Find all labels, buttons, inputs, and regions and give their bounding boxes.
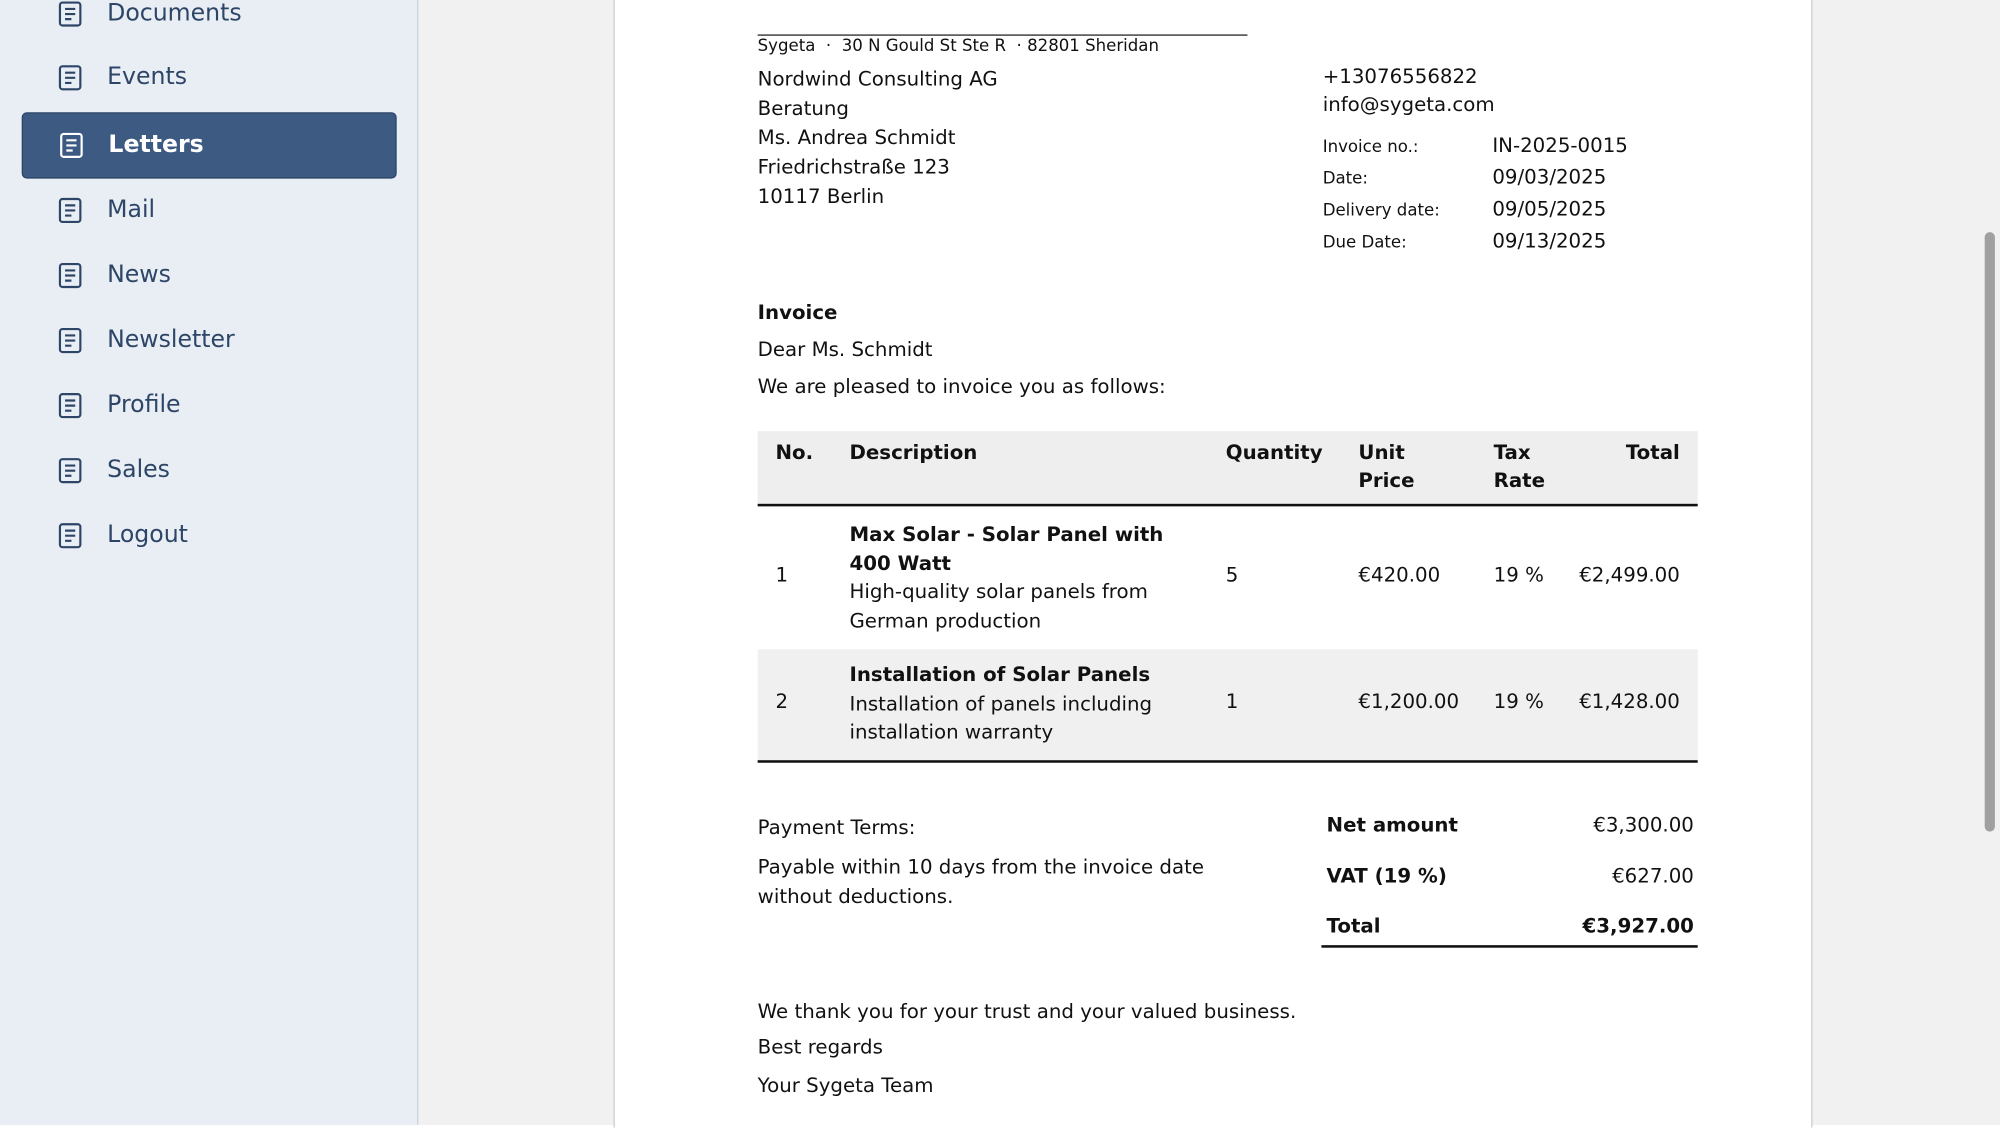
total-value: €627.00 <box>1612 864 1694 888</box>
nav-icon <box>58 327 82 354</box>
nav-label[interactable]: Events <box>107 63 188 91</box>
table-header: Description <box>849 441 978 465</box>
meta-label: Delivery date: <box>1322 201 1440 221</box>
cell-total: €2,499.00 <box>1579 563 1680 587</box>
table-header-bg <box>757 431 1698 506</box>
recipient-line: Nordwind Consulting AG <box>757 67 998 91</box>
table-header: Tax Rate <box>1493 441 1546 493</box>
item-title: Max Solar - Solar Panel with 400 Watt <box>849 522 1164 575</box>
nav-label[interactable]: Documents <box>107 0 242 27</box>
item-desc: High-quality solar panels from German pr… <box>849 580 1148 633</box>
nav-label[interactable]: Letters <box>108 131 204 159</box>
closing-line: Your Sygeta Team <box>757 1073 934 1097</box>
nav-icon <box>58 65 82 91</box>
recipient-line: Ms. Andrea Schmidt <box>757 126 956 150</box>
nav-icon <box>60 132 83 158</box>
nav-item[interactable]: Sales <box>22 439 397 505</box>
cell-qty: 1 <box>1225 690 1239 714</box>
cell-unit: €420.00 <box>1358 563 1441 587</box>
nav-item[interactable]: Profile <box>22 374 397 440</box>
item-title: Installation of Solar Panels <box>849 663 1151 687</box>
nav-icon <box>58 523 82 549</box>
nav-label[interactable]: Mail <box>107 196 156 224</box>
closing-line: Best regards <box>757 1035 883 1059</box>
meta-value: 09/05/2025 <box>1492 197 1607 221</box>
intro: We are pleased to invoice you as follows… <box>757 374 1166 398</box>
sidebar: Documents Events Letters Mail News Newsletter… <box>0 0 419 1125</box>
total-label: Net amount <box>1326 813 1458 837</box>
table-header: Total <box>1625 441 1680 465</box>
meta-value: IN-2025-0015 <box>1492 133 1628 157</box>
nav-label[interactable]: News <box>107 261 171 289</box>
table-header: Quantity <box>1225 441 1323 465</box>
cell-total: €1,428.00 <box>1579 690 1680 714</box>
nav-item[interactable]: Events <box>22 46 397 112</box>
recipient-line: Friedrichstraße 123 <box>757 155 950 179</box>
meta-value: 09/03/2025 <box>1492 165 1607 189</box>
nav-item[interactable]: Mail <box>22 179 397 245</box>
salutation: Dear Ms. Schmidt <box>757 338 933 361</box>
nav-item[interactable]: Documents <box>22 0 397 48</box>
nav-icon <box>58 1 82 27</box>
rule <box>1321 945 1698 948</box>
rule <box>757 34 1248 36</box>
heading: Invoice <box>757 301 838 324</box>
cell-tax: 19 % <box>1493 563 1544 587</box>
nav-item[interactable]: Newsletter <box>22 309 397 375</box>
contact-line: +13076556822 <box>1322 65 1478 89</box>
nav-icon <box>58 262 82 289</box>
payment-text: Payable within 10 days from the invoice … <box>757 855 1205 909</box>
closing-line: We thank you for your trust and your val… <box>757 999 1297 1023</box>
meta-value: 09/13/2025 <box>1492 229 1607 253</box>
meta-label: Invoice no.: <box>1322 137 1419 157</box>
recipient-line: 10117 Berlin <box>757 184 885 208</box>
table-header: No. <box>775 441 814 465</box>
rule <box>757 760 1698 763</box>
meta-label: Due Date: <box>1322 233 1407 253</box>
nav-label[interactable]: Logout <box>107 521 188 549</box>
sender-line: Sygeta · 30 N Gould St Ste R · 82801 She… <box>757 36 1159 57</box>
total-label: VAT (19 %) <box>1326 864 1447 888</box>
total-value: €3,300.00 <box>1593 813 1694 837</box>
nav-icon <box>58 393 82 419</box>
payment-label: Payment Terms: <box>757 816 916 840</box>
recipient-line: Beratung <box>757 96 849 120</box>
table-header: Unit Price <box>1358 441 1415 493</box>
rule <box>757 503 1698 507</box>
scroll-thumb[interactable] <box>1984 232 1995 832</box>
letter-page: Sygeta · 30 N Gould St Ste R · 82801 She… <box>613 0 1813 1128</box>
nav-label[interactable]: Sales <box>107 456 170 484</box>
nav-icon <box>58 458 82 484</box>
cell-unit: €1,200.00 <box>1358 690 1460 714</box>
nav-item[interactable]: Logout <box>22 504 397 570</box>
total-label: Total <box>1326 914 1381 938</box>
item-desc: Installation of panels including install… <box>849 691 1153 744</box>
meta-label: Date: <box>1322 169 1368 189</box>
scrollbar[interactable] <box>1979 0 2000 1125</box>
cell-no: 2 <box>775 690 789 714</box>
cell-qty: 5 <box>1225 563 1239 587</box>
nav-label[interactable]: Newsletter <box>107 326 235 354</box>
row-bg <box>757 649 1698 761</box>
cell-tax: 19 % <box>1493 690 1544 714</box>
nav-item[interactable]: Letters <box>21 112 397 179</box>
total-value: €3,927.00 <box>1582 914 1694 938</box>
nav-label[interactable]: Profile <box>107 391 181 419</box>
cell-no: 1 <box>775 563 789 587</box>
contact-line: info@sygeta.com <box>1322 93 1495 117</box>
nav-item[interactable]: News <box>22 244 397 310</box>
nav-icon <box>58 197 82 224</box>
